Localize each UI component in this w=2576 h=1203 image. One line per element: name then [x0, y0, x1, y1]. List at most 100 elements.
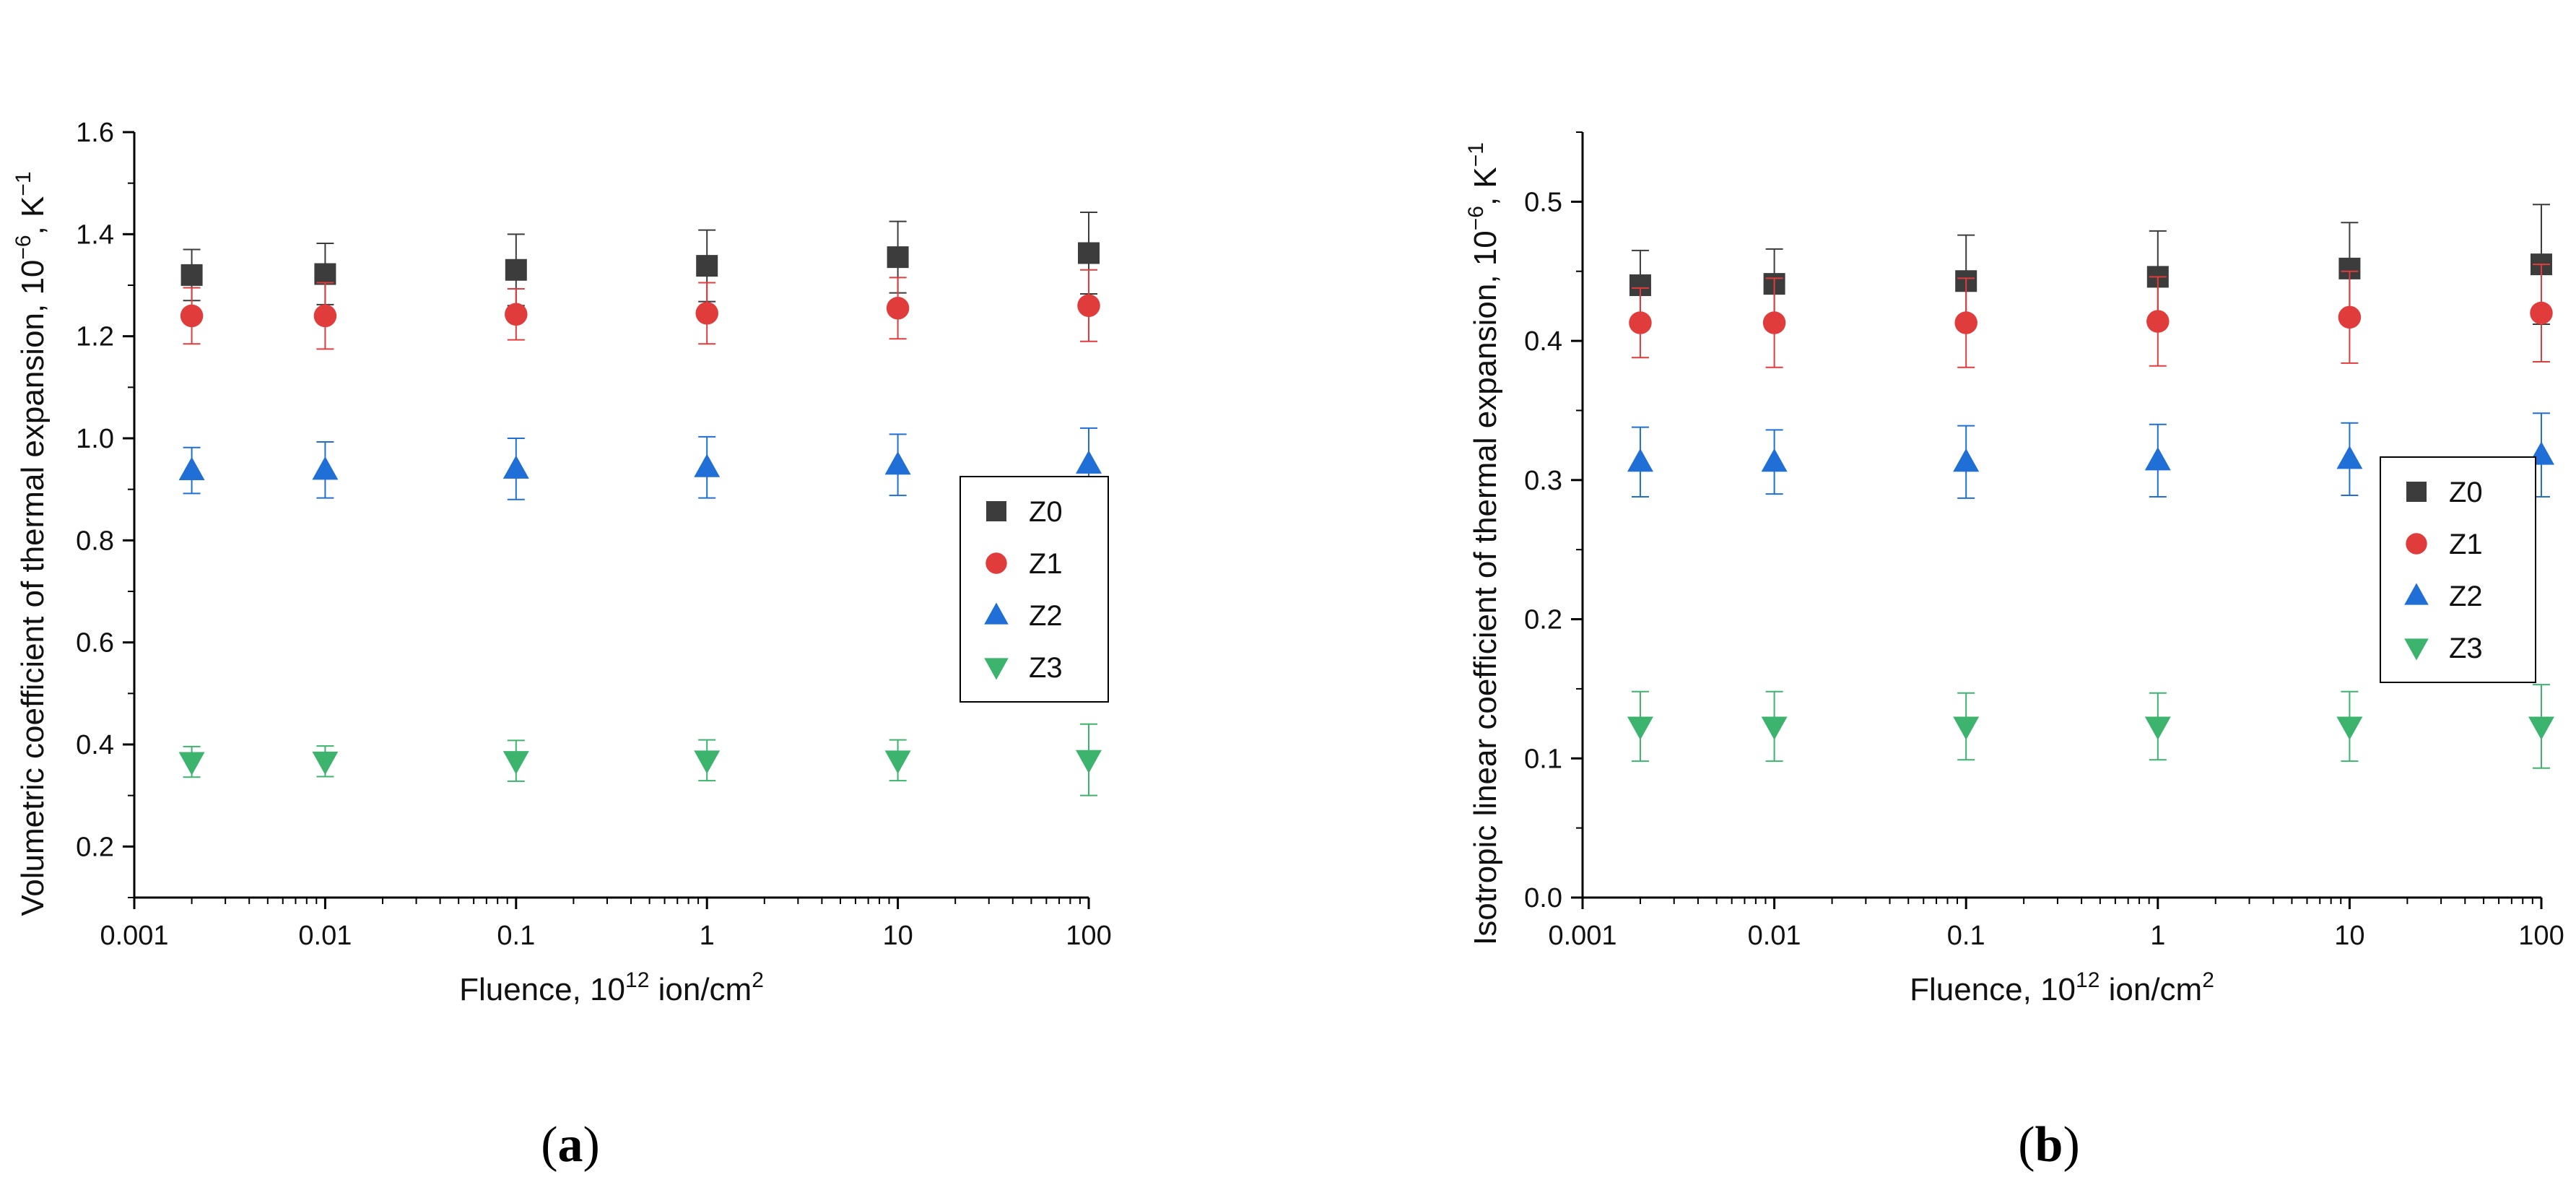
x-axis-title-sup: 12: [625, 968, 649, 992]
y-tick-label: 0.1: [1524, 744, 1562, 774]
data-point-Z2: [884, 451, 911, 475]
y-tick-label: 0.8: [76, 526, 114, 556]
legend-marker-Z0: [986, 501, 1006, 521]
data-point-Z1: [1762, 311, 1786, 334]
legend-marker-Z0: [2406, 482, 2427, 502]
x-axis-title-text: Fluence, 10: [459, 972, 625, 1007]
series-Z1: [1629, 264, 2553, 368]
x-axis-title-text: ion/cm: [649, 972, 752, 1007]
data-point-Z3: [884, 750, 911, 774]
legend-marker-Z2: [984, 602, 1009, 625]
data-point-Z1: [2338, 305, 2362, 329]
y-tick-label: 1.2: [76, 322, 114, 352]
data-point-Z3: [2336, 716, 2363, 740]
series-Z0: [1629, 204, 2552, 328]
x-tick-label: 1: [700, 921, 715, 951]
y-axis-title: Volumetric coefficient of thermal expans…: [12, 171, 51, 916]
y-axis-title-sup: −6: [12, 235, 35, 259]
x-tick-label: 0.001: [1548, 921, 1616, 951]
panel-label-letter: a: [558, 1117, 583, 1173]
data-point-Z3: [1761, 716, 1788, 740]
data-point-Z3: [1076, 750, 1102, 773]
legend-label: Z2: [2449, 581, 2483, 612]
data-point-Z0: [180, 264, 203, 286]
x-tick-label: 0.01: [298, 921, 352, 951]
y-tick-label: 0.3: [1524, 466, 1562, 496]
x-axis-title-text: ion/cm: [2099, 972, 2202, 1007]
data-point-Z1: [886, 297, 910, 320]
data-point-Z1: [2530, 301, 2553, 325]
data-point-Z2: [1627, 448, 1653, 472]
x-axis-title-sup: 12: [2076, 968, 2099, 992]
legend-marker-Z1: [985, 552, 1007, 574]
data-point-Z2: [312, 456, 339, 480]
x-tick-label: 0.1: [1947, 921, 1985, 951]
legend-label: Z0: [2449, 477, 2483, 508]
data-point-Z2: [502, 455, 529, 479]
data-point-Z1: [1954, 311, 1977, 334]
data-point-Z0: [887, 246, 909, 269]
legend-label: Z1: [1029, 548, 1063, 580]
y-tick-label: 0.5: [1524, 187, 1562, 217]
data-point-Z1: [2146, 310, 2170, 333]
y-axis-title-text: Volumetric coefficient of thermal expans…: [15, 260, 51, 916]
y-axis-title-sup: −1: [12, 171, 35, 196]
legend-label: Z2: [1029, 600, 1063, 632]
series-Z3: [178, 723, 1102, 796]
legend-marker-Z1: [2406, 533, 2427, 555]
data-point-Z3: [2528, 716, 2554, 740]
data-point-Z3: [502, 751, 529, 775]
data-point-Z3: [178, 752, 205, 776]
data-point-Z3: [1953, 716, 1980, 740]
data-point-Z2: [178, 456, 205, 481]
y-tick-label: 0.6: [76, 628, 114, 659]
y-axis-title-text: , K: [1468, 167, 1503, 206]
x-tick-label: 100: [2518, 921, 2564, 951]
data-point-Z1: [1629, 311, 1652, 334]
data-point-Z2: [1953, 448, 1980, 472]
data-point-Z2: [694, 453, 721, 477]
x-tick-label: 10: [2334, 921, 2364, 951]
y-tick-label: 0.0: [1524, 883, 1562, 913]
data-point-Z0: [1629, 274, 1651, 296]
x-tick-label: 0.001: [100, 921, 168, 951]
y-tick-label: 1.0: [76, 424, 114, 454]
data-point-Z0: [1078, 242, 1100, 264]
legend-label: Z0: [1029, 496, 1063, 528]
data-point-Z2: [2336, 446, 2363, 469]
y-tick-label: 1.4: [76, 220, 114, 250]
panel-label: (a): [541, 1117, 600, 1173]
x-tick-label: 10: [882, 921, 913, 951]
x-tick-label: 100: [1066, 921, 1111, 951]
y-axis-title-text: , K: [15, 196, 51, 235]
data-point-Z1: [505, 303, 528, 326]
y-axis-title: Isotropic linear coefficient of thermal …: [1464, 142, 1503, 945]
y-axis-title-text: Isotropic linear coefficient of thermal …: [1468, 230, 1503, 945]
panel-label: (b): [2018, 1117, 2080, 1173]
y-tick-label: 0.4: [76, 730, 114, 760]
panel-label-letter: b: [2035, 1117, 2063, 1173]
data-point-Z3: [312, 751, 339, 776]
y-tick-label: 1.6: [76, 118, 114, 148]
panel-label-paren: ): [2063, 1117, 2079, 1173]
x-axis-title: Fluence, 1012 ion/cm2: [1910, 968, 2214, 1007]
x-axis-title: Fluence, 1012 ion/cm2: [459, 968, 764, 1007]
y-axis-title-sup: −1: [1464, 142, 1488, 167]
data-point-Z3: [2144, 716, 2171, 740]
data-point-Z2: [2144, 447, 2171, 471]
x-axis-title-text: Fluence, 10: [1910, 972, 2076, 1007]
x-axis-title-sup: 2: [2202, 968, 2214, 992]
x-axis-title-sup: 2: [752, 968, 764, 992]
x-tick-label: 1: [2150, 921, 2165, 951]
panel-label-paren: ): [583, 1117, 600, 1173]
legend-marker-Z3: [2404, 638, 2429, 661]
legend: Z0 Z1 Z2 Z3: [2380, 456, 2536, 683]
data-point-Z1: [1077, 294, 1100, 318]
y-tick-label: 0.2: [76, 832, 114, 862]
series-Z0: [180, 211, 1100, 307]
panel-label-paren: (: [2018, 1117, 2035, 1173]
legend-label: Z3: [2449, 633, 2483, 664]
legend-label: Z1: [2449, 529, 2483, 560]
legend-box: [2380, 456, 2536, 683]
